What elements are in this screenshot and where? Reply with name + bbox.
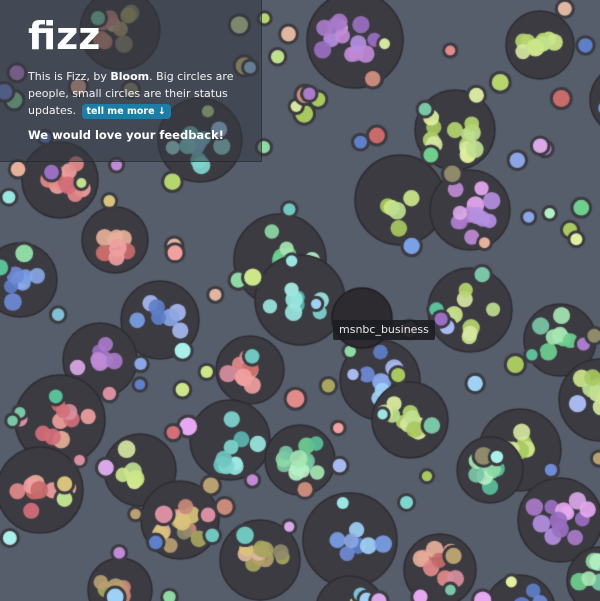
tell-me-more-button[interactable]: tell me more ↓ bbox=[81, 104, 171, 119]
intro-prefix: This is Fizz, by bbox=[28, 70, 111, 83]
intro-suffix: . Big circles are people, small circles … bbox=[28, 70, 234, 117]
info-panel: fizz This is Fizz, by Bloom. Big circles… bbox=[0, 0, 262, 162]
bloom-brand[interactable]: Bloom bbox=[110, 70, 150, 83]
intro-text: This is Fizz, by Bloom. Big circles are … bbox=[28, 68, 247, 119]
feedback-link[interactable]: We would love your feedback! bbox=[28, 128, 224, 142]
hover-tooltip: msnbc_business bbox=[333, 320, 435, 340]
fizz-logo: fizz bbox=[28, 14, 101, 58]
